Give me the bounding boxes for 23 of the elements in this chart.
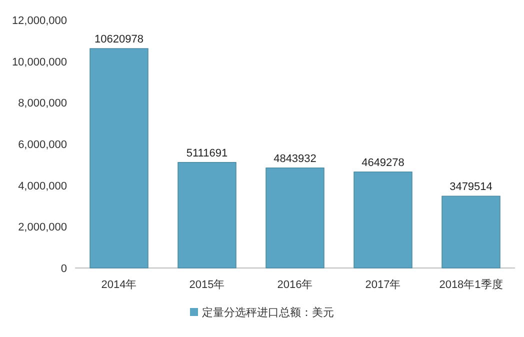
y-tick-label: 6,000,000 [18,139,67,151]
data-label: 3479514 [450,181,492,194]
bar [354,172,412,268]
y-tick-label: 0 [60,263,67,275]
bar [266,168,324,268]
x-tick-label: 2015年 [189,279,225,291]
y-tick-label: 12,000,000 [12,15,67,27]
bar [90,48,148,268]
x-tick-label: 2017年 [365,279,401,291]
bar [442,196,500,268]
legend-label: 定量分选秤进口总额：美元 [202,306,334,319]
y-tick-label: 2,000,000 [18,222,67,234]
data-label: 5111691 [186,147,228,160]
y-tick-label: 8,000,000 [18,98,67,110]
y-tick-label: 10,000,000 [12,56,67,68]
data-label: 10620978 [94,34,144,46]
x-tick-label: 2014年 [101,279,137,291]
data-label: 4649278 [362,156,404,169]
data-label: 4843932 [274,152,316,165]
x-tick-label: 2018年1季度 [439,278,503,291]
y-tick-label: 4,000,000 [18,180,67,192]
x-tick-label: 2016年 [277,279,313,291]
bar [178,162,236,268]
